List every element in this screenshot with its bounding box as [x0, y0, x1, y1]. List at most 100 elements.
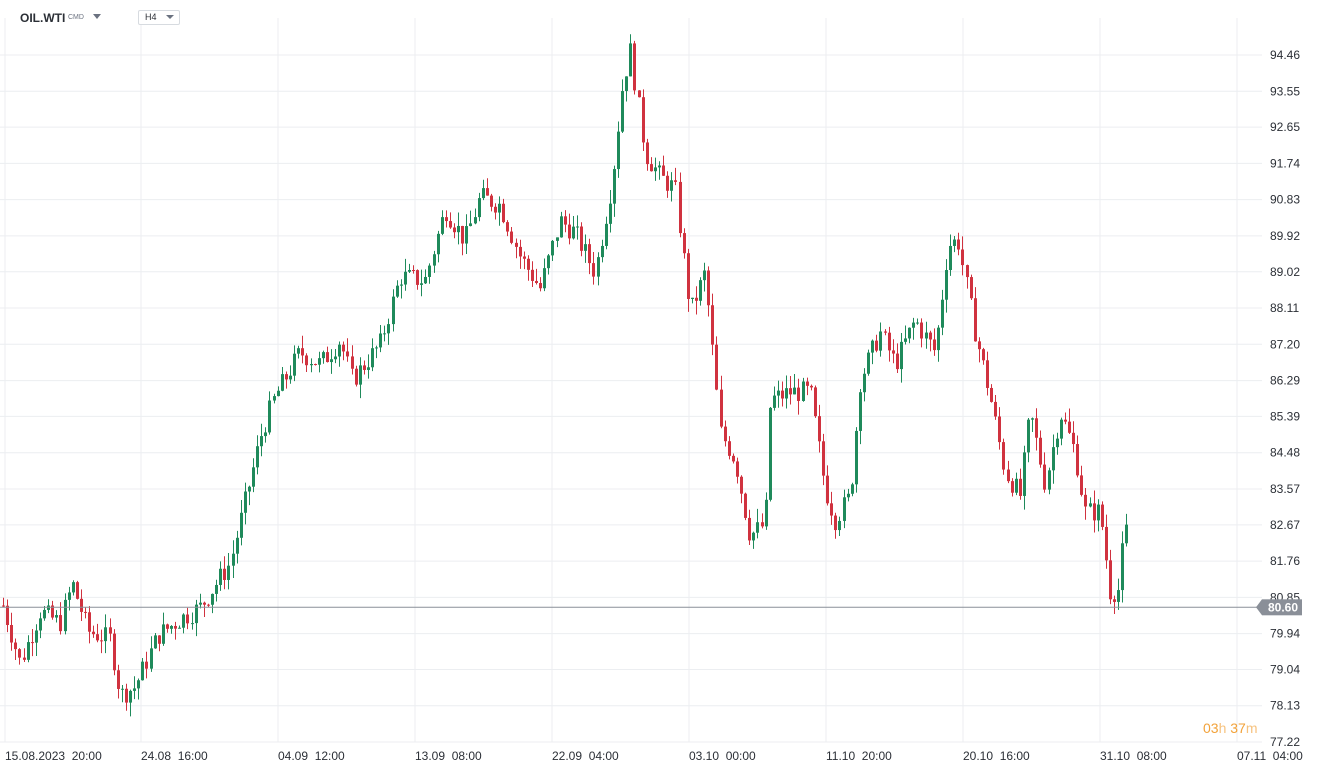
candle-down: [14, 642, 17, 650]
candle-down: [531, 269, 534, 281]
candle-up: [670, 180, 673, 191]
candle-up: [428, 265, 431, 277]
candle-up: [773, 395, 776, 408]
candle-down: [88, 612, 91, 632]
candle-down: [6, 605, 9, 626]
candle-up: [474, 217, 477, 224]
candle-up: [129, 690, 132, 703]
candle-up: [838, 520, 841, 531]
candle-down: [674, 180, 677, 182]
candle-up: [609, 203, 612, 224]
current-price-badge: 80.60: [1256, 599, 1302, 616]
candle-up: [843, 497, 846, 521]
candle-down: [761, 522, 764, 527]
candle-down: [113, 633, 116, 671]
candle-down: [80, 598, 83, 612]
candle-up: [785, 388, 788, 399]
candle-down: [453, 227, 456, 233]
candle-down: [449, 221, 452, 228]
symbol-dropdown-icon[interactable]: [93, 14, 101, 19]
candle-up: [55, 615, 58, 618]
symbol-name[interactable]: OIL.WTI: [20, 11, 66, 25]
candle-down: [875, 340, 878, 351]
candle-up: [601, 245, 604, 258]
candle-up: [256, 446, 259, 468]
candle-down: [646, 142, 649, 165]
candle-down: [109, 627, 112, 634]
price-tick-label: 78.13: [1270, 699, 1300, 713]
candle-up: [162, 624, 165, 644]
candle-down: [748, 517, 751, 541]
candle-up: [392, 296, 395, 325]
candle-up: [478, 198, 481, 218]
price-tick-label: 81.76: [1270, 554, 1300, 568]
candle-up: [916, 322, 919, 324]
candle-up: [543, 268, 546, 289]
candle-up: [248, 486, 251, 492]
candle-down: [1039, 437, 1042, 465]
candle-down: [679, 181, 682, 234]
candle-down: [285, 374, 288, 380]
candle-down: [51, 605, 54, 618]
candle-down: [506, 222, 509, 232]
candle-up: [912, 322, 915, 328]
candle-down: [1019, 478, 1022, 496]
candle-up: [260, 436, 263, 447]
candle-down: [158, 635, 161, 644]
candle-up: [625, 76, 628, 92]
price-tick-label: 94.46: [1270, 48, 1300, 62]
candle-down: [351, 356, 354, 369]
candle-up: [613, 169, 616, 204]
candle-up: [68, 592, 71, 600]
candle-down: [145, 661, 148, 669]
candle-down: [486, 188, 489, 196]
candle-up: [297, 348, 300, 354]
candle-down: [363, 365, 366, 370]
candle-up: [1121, 543, 1124, 591]
candle-up: [699, 280, 702, 301]
candle-down: [797, 387, 800, 401]
candle-up: [72, 582, 75, 593]
candle-up: [949, 245, 952, 271]
timeframe-label: H4: [145, 12, 157, 22]
countdown-minutes-unit: m: [1245, 720, 1258, 736]
price-axis[interactable]: 94.46 93.55 92.65 91.74 90.83 89.92 89.02 88.11…: [1270, 48, 1300, 749]
countdown-minutes: 37: [1230, 720, 1246, 736]
candle-up: [383, 333, 386, 335]
time-axis[interactable]: 15.08.2023 20:00 24.08 16:00 04.09 12:00 13…: [5, 749, 1303, 763]
candle-up: [605, 223, 608, 246]
candle-up: [584, 244, 587, 251]
candle-up: [121, 688, 124, 690]
candle-up: [937, 327, 940, 351]
timeframe-select[interactable]: H4: [138, 10, 180, 25]
candle-down: [695, 297, 698, 301]
candle-up: [1097, 504, 1100, 521]
candle-up: [367, 367, 370, 370]
candle-up: [43, 609, 46, 619]
candle-up: [330, 359, 333, 363]
candle-down: [711, 305, 714, 345]
candle-up: [64, 599, 67, 632]
candle-up: [793, 387, 796, 395]
candle-up: [871, 340, 874, 353]
candle-down: [100, 640, 103, 642]
candle-up: [1056, 438, 1059, 448]
candle-down: [166, 624, 169, 629]
candle-down: [1105, 526, 1108, 561]
candle-up: [465, 226, 468, 244]
candle-up: [900, 341, 903, 370]
candle-up: [572, 226, 575, 239]
candle-countdown: 03h 37m: [1203, 720, 1258, 736]
candle-up: [576, 226, 579, 228]
candle-up: [273, 396, 276, 401]
candle-up: [855, 430, 858, 485]
candle-down: [830, 503, 833, 516]
candle-up: [1060, 419, 1063, 439]
candles: [2, 34, 1128, 717]
candle-down: [23, 657, 26, 660]
candle-up: [199, 602, 202, 605]
candle-down: [527, 258, 530, 270]
candle-up: [756, 522, 759, 533]
candle-down: [412, 270, 415, 272]
